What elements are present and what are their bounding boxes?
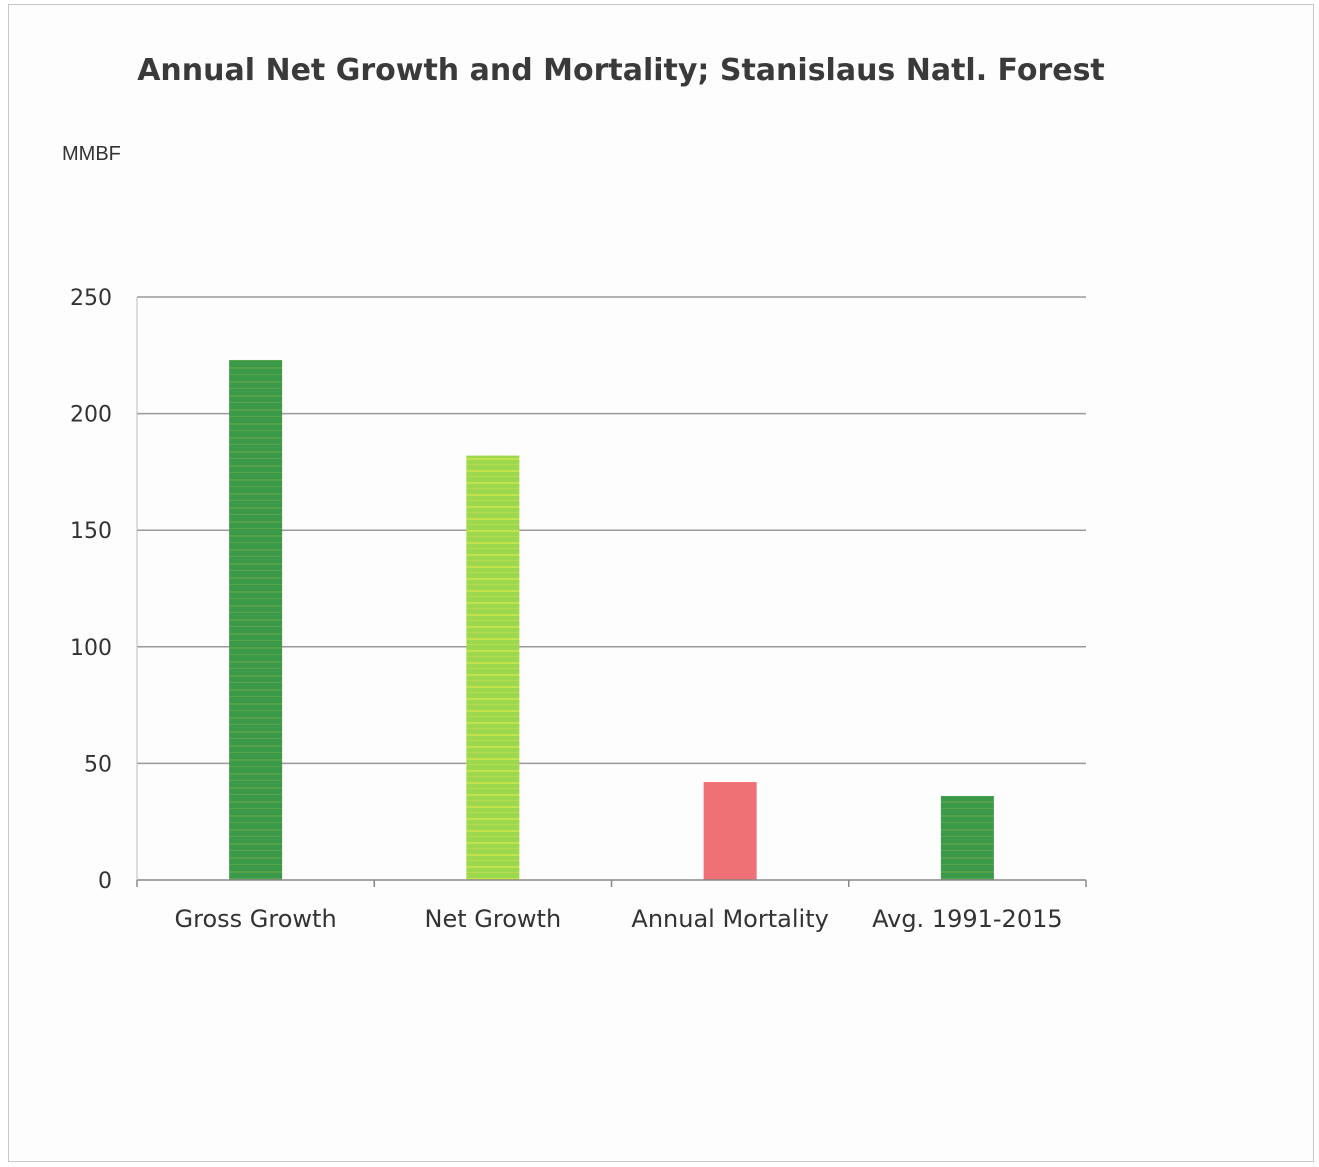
bar-avg-1991-2015: [940, 796, 994, 880]
category-label: Avg. 1991-2015: [872, 905, 1063, 933]
y-tick-label: 150: [70, 519, 112, 544]
x-axis-ticks: [136, 880, 1087, 887]
bars: [229, 359, 994, 880]
y-axis-ticks: 0 50 100 150 200 250: [70, 286, 112, 894]
y-tick-label: 250: [70, 286, 112, 311]
category-label: Gross Growth: [175, 905, 337, 933]
bar-gross-growth: [229, 359, 283, 880]
gridlines: [137, 296, 1086, 765]
bar-net-growth: [466, 455, 520, 880]
chart-title: Annual Net Growth and Mortality; Stanisl…: [137, 53, 1105, 88]
y-tick-label: 200: [70, 403, 112, 428]
bar-annual-mortality: [703, 782, 757, 880]
y-tick-label: 100: [70, 636, 112, 661]
y-axis-unit-label: MMBF: [62, 143, 121, 165]
y-tick-label: 50: [84, 752, 112, 777]
category-label: Annual Mortality: [631, 905, 828, 933]
chart-page: [8, 4, 1314, 1162]
y-tick-label: 0: [98, 869, 112, 894]
category-labels: Gross Growth Net Growth Annual Mortality Av…: [175, 905, 1063, 933]
category-label: Net Growth: [425, 905, 562, 933]
